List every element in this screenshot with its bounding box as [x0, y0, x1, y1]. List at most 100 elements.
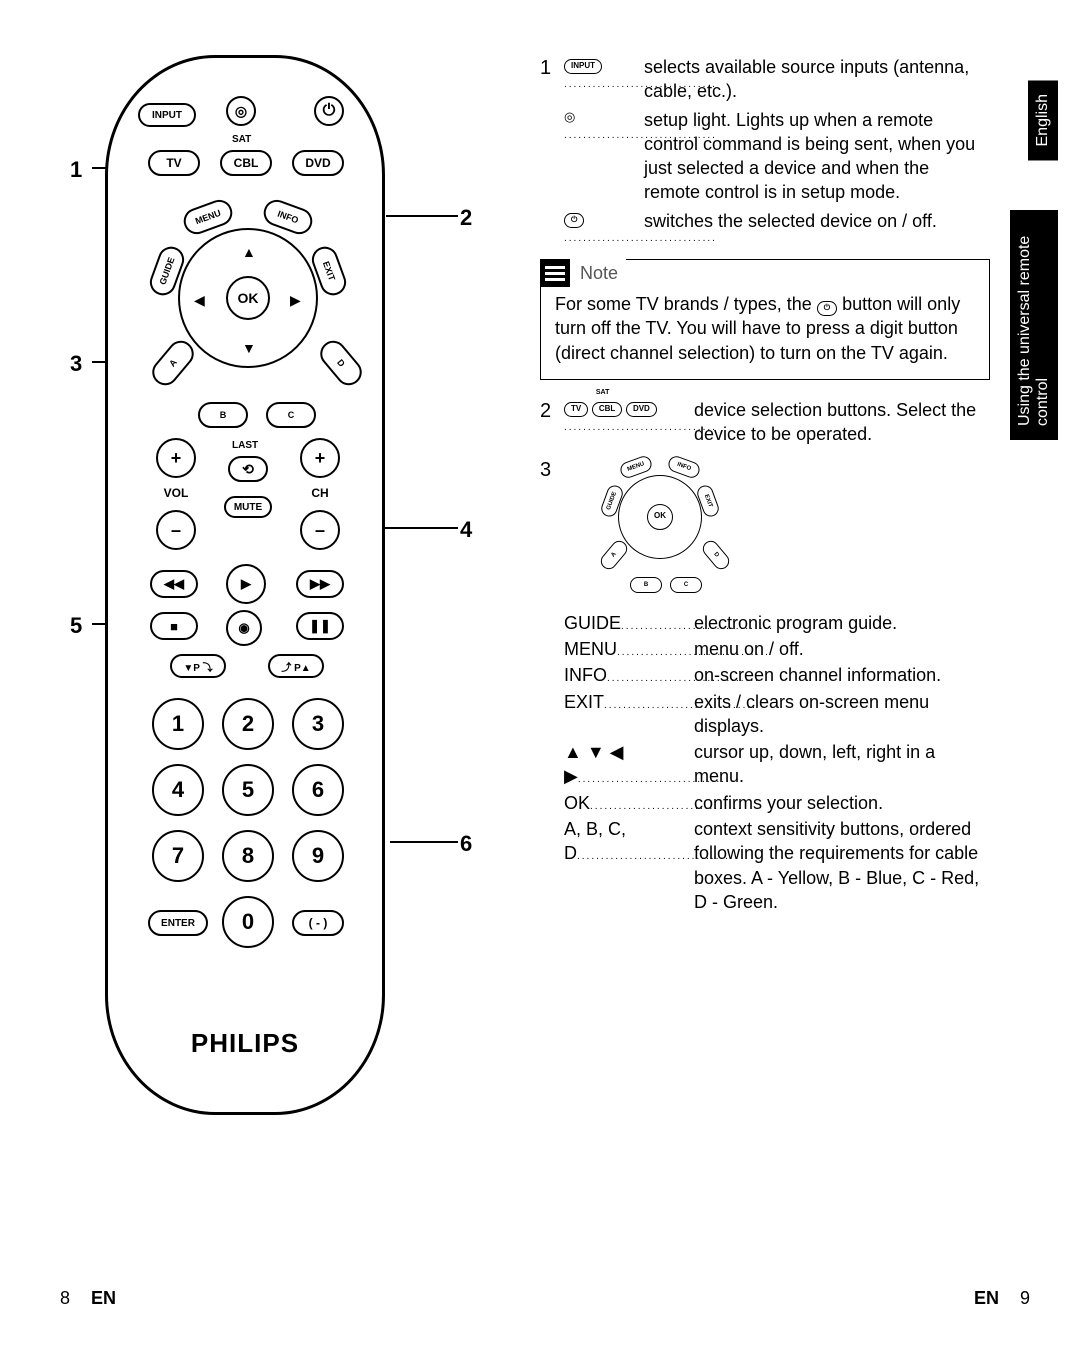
- section-2-number: 2: [540, 398, 564, 447]
- section-3: 3 OK MENU INFO GUIDE EXIT A B C D: [540, 457, 990, 607]
- vol-down-button[interactable]: –: [156, 510, 196, 550]
- input-button[interactable]: INPUT: [138, 103, 196, 127]
- power-icon-inline: ⏻: [817, 301, 837, 316]
- a-button[interactable]: A: [147, 335, 199, 390]
- ok-button[interactable]: OK: [226, 276, 270, 320]
- tv-button[interactable]: TV: [148, 150, 200, 176]
- left-lang: EN: [91, 1288, 116, 1308]
- digit-6-button[interactable]: 6: [292, 764, 344, 816]
- power-icon: ⏻: [564, 209, 644, 245]
- pause-button[interactable]: ❚❚: [296, 612, 344, 640]
- cursor-down-icon[interactable]: ▼: [242, 340, 256, 356]
- c-button[interactable]: C: [266, 402, 316, 428]
- definition-row: GUIDEelectronic program guide.: [564, 611, 990, 635]
- d-button[interactable]: D: [315, 335, 367, 390]
- led-description: setup light. Lights up when a remote con…: [644, 108, 990, 205]
- setup-led-icon: [226, 96, 256, 126]
- digit-8-button[interactable]: 8: [222, 830, 274, 882]
- page: 1 2 3 4 5 6 INPUT SAT TV CBL DVD MENU IN…: [0, 0, 1080, 1349]
- dash-button[interactable]: ( - ): [292, 910, 344, 936]
- ch-up-button[interactable]: +: [300, 438, 340, 478]
- digit-5-button[interactable]: 5: [222, 764, 274, 816]
- nav-cluster: MENU INFO GUIDE EXIT ▲ ▼ ◀ ▶ OK A B C D: [148, 198, 348, 398]
- volume-group: + VOL –: [156, 438, 196, 548]
- definition-row: INFOon-screen channel information.: [564, 663, 990, 687]
- note-title: Note: [580, 261, 618, 285]
- record-button[interactable]: ◉: [226, 610, 262, 646]
- channel-group: + CH –: [300, 438, 340, 548]
- led-icon: ◎: [564, 108, 644, 205]
- note-icon: [540, 259, 570, 287]
- definition-text: context sensitivity buttons, ordered fol…: [694, 817, 990, 914]
- left-page-number: 8: [60, 1288, 70, 1308]
- callout-2: 2: [460, 205, 472, 231]
- digit-0-button[interactable]: 0: [222, 896, 274, 948]
- mute-button[interactable]: MUTE: [224, 496, 272, 518]
- digit-4-button[interactable]: 4: [152, 764, 204, 816]
- remote-body: INPUT SAT TV CBL DVD MENU INFO GUIDE EXI…: [105, 55, 385, 1115]
- page-up-button[interactable]: ⤴ P▲: [268, 654, 324, 678]
- rewind-button[interactable]: ◀◀: [150, 570, 198, 598]
- cursor-up-icon[interactable]: ▲: [242, 244, 256, 260]
- definition-row: OKconfirms your selection.: [564, 791, 990, 815]
- definition-text: cursor up, down, left, right in a menu.: [694, 740, 990, 789]
- input-description: selects available source inputs (antenna…: [644, 55, 990, 104]
- callout-3: 3: [70, 351, 82, 377]
- definition-text: on-screen channel information.: [694, 663, 990, 687]
- digit-2-button[interactable]: 2: [222, 698, 274, 750]
- dvd-button[interactable]: DVD: [292, 150, 344, 176]
- section-1-number: 1: [540, 55, 564, 104]
- stop-button[interactable]: ■: [150, 612, 198, 640]
- brand-label: PHILIPS: [108, 1028, 382, 1059]
- definitions-list: GUIDEelectronic program guide.MENUmenu o…: [564, 611, 990, 915]
- definition-term: MENU: [564, 637, 694, 661]
- cursor-left-icon[interactable]: ◀: [194, 292, 205, 309]
- note-body: For some TV brands / types, the ⏻ button…: [555, 292, 975, 365]
- definition-term: GUIDE: [564, 611, 694, 635]
- definition-row: MENUmenu on / off.: [564, 637, 990, 661]
- power-button[interactable]: [314, 96, 344, 126]
- chapter-tab: Using the universal remote control: [1010, 210, 1058, 440]
- definition-row: ▲ ▼ ◀ ▶cursor up, down, left, right in a…: [564, 740, 990, 789]
- b-button[interactable]: B: [198, 402, 248, 428]
- cbl-button[interactable]: CBL: [220, 150, 272, 176]
- note-box: Note For some TV brands / types, the ⏻ b…: [540, 259, 990, 380]
- callout-5: 5: [70, 613, 82, 639]
- last-button[interactable]: ⟲: [228, 456, 268, 482]
- sat-label: SAT: [232, 134, 251, 145]
- definition-text: confirms your selection.: [694, 791, 990, 815]
- callout-6: 6: [460, 831, 472, 857]
- digit-9-button[interactable]: 9: [292, 830, 344, 882]
- play-button[interactable]: ▶: [226, 564, 266, 604]
- right-page-number: 9: [1020, 1288, 1030, 1308]
- right-lang: EN: [974, 1288, 999, 1308]
- ch-label: CH: [298, 486, 342, 500]
- fast-forward-button[interactable]: ▶▶: [296, 570, 344, 598]
- input-icon: INPUT: [564, 55, 644, 104]
- ch-down-button[interactable]: –: [300, 510, 340, 550]
- left-footer: 8 EN: [60, 1288, 116, 1309]
- enter-button[interactable]: ENTER: [148, 910, 208, 936]
- definition-term: OK: [564, 791, 694, 815]
- definition-term: A, B, C, D: [564, 817, 694, 914]
- callout-4: 4: [460, 517, 472, 543]
- language-tab: English: [1028, 80, 1058, 160]
- definition-text: exits / clears on-screen menu displays.: [694, 690, 990, 739]
- digit-3-button[interactable]: 3: [292, 698, 344, 750]
- description-column: 1 INPUT selects available source inputs …: [540, 55, 990, 916]
- definition-text: electronic program guide.: [694, 611, 990, 635]
- page-down-button[interactable]: ▼P ⤵: [170, 654, 226, 678]
- definition-row: EXITexits / clears on-screen menu displa…: [564, 690, 990, 739]
- digit-1-button[interactable]: 1: [152, 698, 204, 750]
- vol-up-button[interactable]: +: [156, 438, 196, 478]
- note-header: Note: [540, 259, 626, 287]
- section-2: 2 TV SAT CBL DVD device selection button…: [540, 398, 990, 447]
- callout-1: 1: [70, 157, 82, 183]
- definition-row: A, B, C, Dcontext sensitivity buttons, o…: [564, 817, 990, 914]
- cursor-right-icon[interactable]: ▶: [290, 292, 301, 309]
- definition-term: ▲ ▼ ◀ ▶: [564, 740, 694, 789]
- definition-term: INFO: [564, 663, 694, 687]
- definition-term: EXIT: [564, 690, 694, 739]
- digit-7-button[interactable]: 7: [152, 830, 204, 882]
- vol-label: VOL: [154, 486, 198, 500]
